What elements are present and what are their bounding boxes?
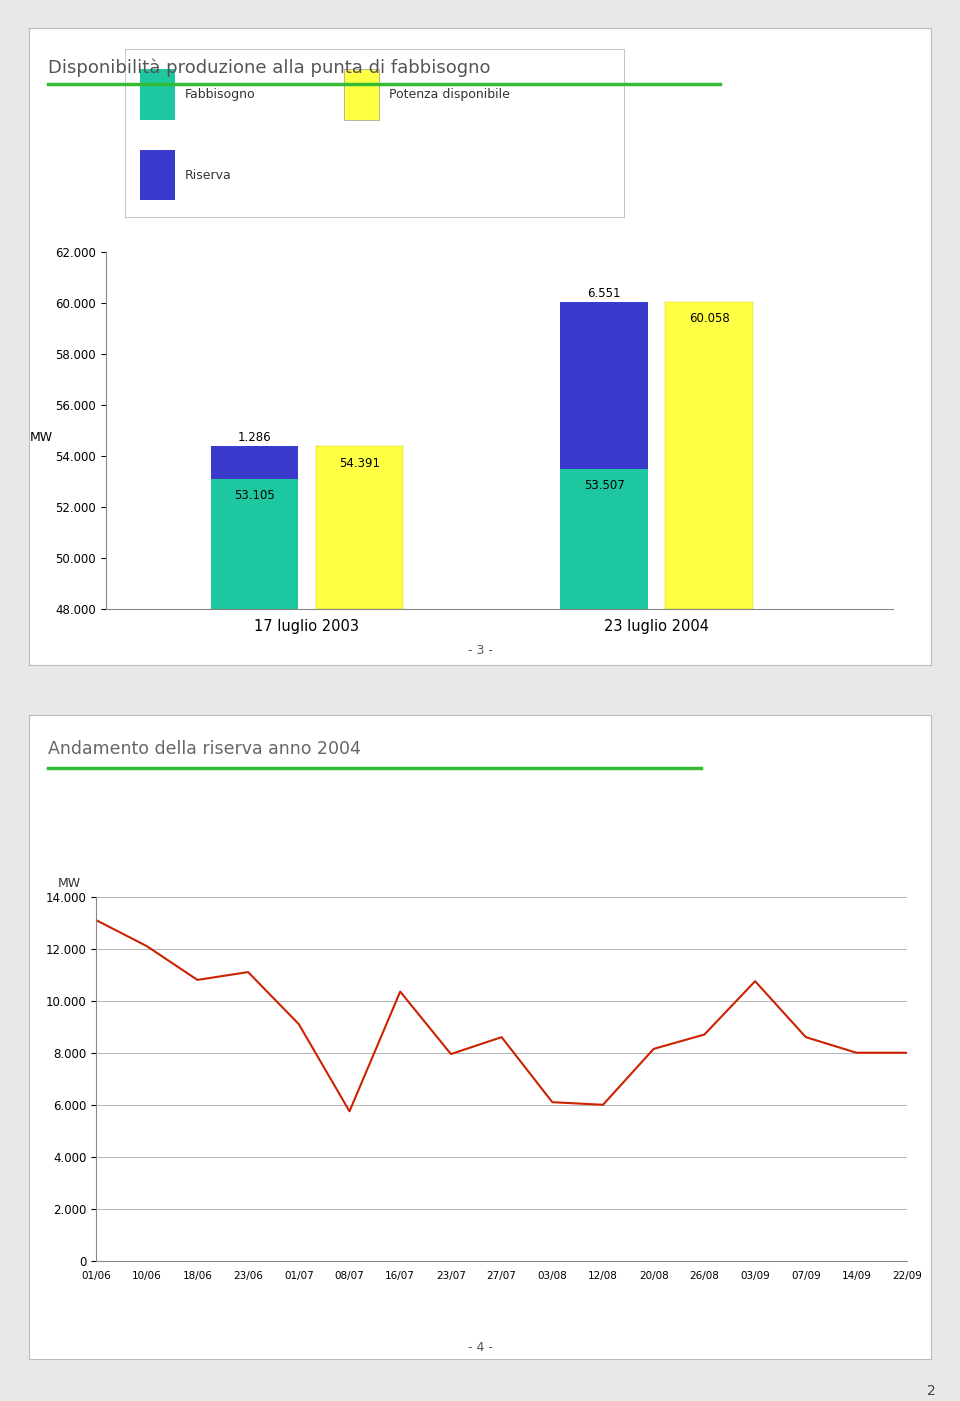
- Text: - 3 -: - 3 -: [468, 644, 492, 657]
- Text: MW: MW: [58, 877, 81, 890]
- Text: Potenza disponibile: Potenza disponibile: [390, 88, 511, 101]
- Bar: [140, 150, 175, 200]
- Bar: [316, 447, 403, 609]
- Text: 54.391: 54.391: [339, 457, 380, 469]
- Text: 1.286: 1.286: [237, 432, 271, 444]
- Y-axis label: MW: MW: [30, 430, 53, 444]
- Text: Riserva: Riserva: [184, 168, 231, 182]
- Text: 60.058: 60.058: [688, 312, 730, 325]
- Bar: [561, 469, 648, 609]
- Text: Disponibilità produzione alla punta di fabbisogno: Disponibilità produzione alla punta di f…: [48, 59, 491, 77]
- Text: - 4 -: - 4 -: [468, 1341, 492, 1353]
- Text: 6.551: 6.551: [588, 287, 621, 300]
- Text: 2: 2: [927, 1384, 936, 1398]
- Bar: [561, 301, 648, 469]
- Text: Andamento della riserva anno 2004: Andamento della riserva anno 2004: [48, 740, 361, 758]
- Text: Fabbisogno: Fabbisogno: [184, 88, 255, 101]
- Text: 53.105: 53.105: [234, 489, 275, 503]
- Text: 53.507: 53.507: [584, 479, 625, 492]
- Bar: [665, 301, 753, 609]
- Bar: [140, 69, 175, 119]
- Bar: [210, 447, 298, 479]
- Bar: [345, 69, 379, 119]
- Bar: [210, 479, 298, 609]
